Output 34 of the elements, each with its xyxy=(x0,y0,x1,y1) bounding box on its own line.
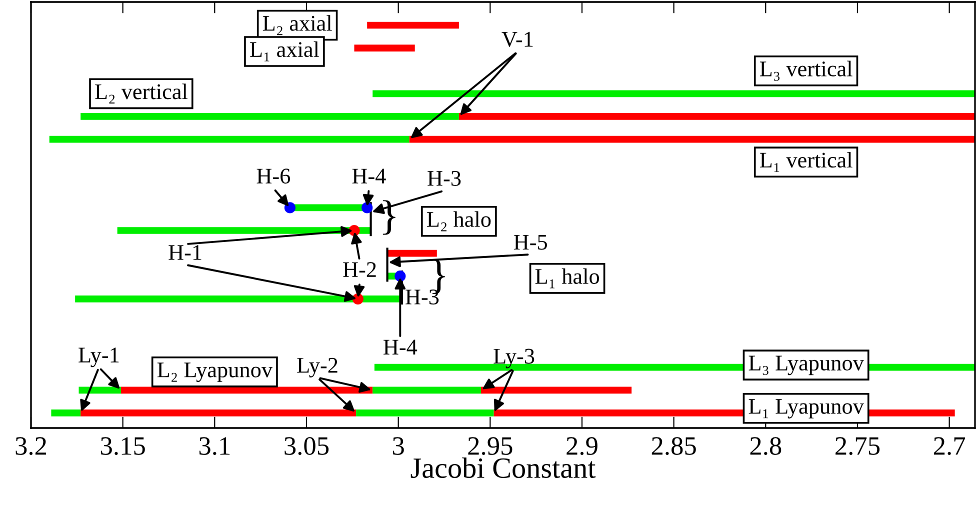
annotation: Ly-3 xyxy=(494,348,534,368)
annotation: Ly-2 xyxy=(297,358,338,378)
annotation: L₃ vertical xyxy=(760,60,852,81)
annotation: L₁ axial xyxy=(250,41,320,62)
annotation: L₁ halo xyxy=(535,268,600,288)
annotation: Ly-1 xyxy=(78,348,119,368)
annotation: L₂ vertical xyxy=(95,84,188,104)
x-tick-label: 3.05 xyxy=(284,437,329,456)
x-tick-label: 2.7 xyxy=(934,437,966,456)
annotation: H-4 xyxy=(384,340,418,354)
annotation: L₂ axial xyxy=(262,15,332,36)
annotation: H-4 xyxy=(352,168,386,184)
annotation: L₂ halo xyxy=(427,211,491,232)
annotation: L₁ Lyapunov xyxy=(748,399,864,418)
x-tick-label: 2.95 xyxy=(468,437,512,456)
annotation: H-3 xyxy=(428,170,461,186)
x-tick-label: 2.9 xyxy=(566,437,598,456)
annotation: L₁ vertical xyxy=(760,152,852,172)
x-tick-label: 2.75 xyxy=(836,437,880,456)
annotation: H-5 xyxy=(514,234,547,250)
x-tick-label: 3.1 xyxy=(199,437,230,456)
annotation: L₃ Lyapunov xyxy=(748,356,864,376)
x-tick-label: 2.8 xyxy=(750,437,782,456)
annotation: H-6 xyxy=(256,168,290,184)
x-tick-label: 3 xyxy=(392,437,404,455)
annotation: H-2 xyxy=(343,262,376,277)
x-tick-label: 3.15 xyxy=(101,437,145,456)
annotation: L₂ Lyapunov xyxy=(157,362,273,382)
annotation: H-1 xyxy=(168,245,202,260)
annotation: V-1 xyxy=(502,32,533,47)
annotation: } xyxy=(382,200,396,235)
x-tick-label: 2.85 xyxy=(652,437,696,456)
x-tick-label: 3.2 xyxy=(16,437,46,456)
x-axis-title: Jacobi Constant xyxy=(410,457,596,478)
